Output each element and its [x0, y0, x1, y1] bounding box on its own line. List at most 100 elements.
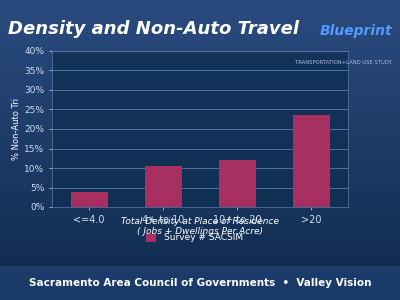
Bar — [0, 120, 400, 123]
Bar — [0, 72, 400, 75]
Bar — [0, 192, 400, 195]
Bar — [0, 93, 400, 96]
Bar — [0, 297, 400, 300]
Bar — [0, 138, 400, 141]
Text: ( Jobs + Dwellings Per Acre): ( Jobs + Dwellings Per Acre) — [137, 226, 263, 236]
Bar — [0, 246, 400, 249]
Bar — [0, 270, 400, 273]
Bar — [0, 201, 400, 204]
Bar — [0, 99, 400, 102]
Bar — [0, 261, 400, 264]
Bar — [0, 42, 400, 45]
Bar — [0, 45, 400, 48]
Bar — [0, 240, 400, 243]
Bar — [0, 18, 400, 21]
Bar — [0, 57, 400, 60]
Bar — [0, 267, 400, 270]
Bar — [0, 162, 400, 165]
Bar — [0, 231, 400, 234]
Text: Blueprint: Blueprint — [319, 24, 392, 38]
Bar — [0, 24, 400, 27]
Bar — [0, 252, 400, 255]
Bar — [0, 285, 400, 288]
Text: TRANSPORTATION+LAND USE STUDY: TRANSPORTATION+LAND USE STUDY — [295, 60, 392, 65]
Bar — [0, 294, 400, 297]
Text: Density and Non-Auto Travel: Density and Non-Auto Travel — [8, 20, 299, 38]
Bar — [0, 60, 400, 63]
Bar — [0, 282, 400, 285]
Bar — [0, 108, 400, 111]
Bar — [0, 255, 400, 258]
Bar — [0, 105, 400, 108]
Bar — [0, 36, 400, 39]
Bar — [0, 213, 400, 216]
Bar — [0, 69, 400, 72]
Bar — [0, 102, 400, 105]
Bar — [0, 186, 400, 189]
Text: Sacramento Area Council of Governments  •  Valley Vision: Sacramento Area Council of Governments •… — [29, 278, 371, 288]
Bar — [0, 249, 400, 252]
Bar — [0, 30, 400, 33]
Bar — [0, 204, 400, 207]
Bar — [0, 78, 400, 81]
Bar — [0, 228, 400, 231]
Bar — [0, 15, 400, 18]
Bar — [0, 39, 400, 42]
Bar — [0, 114, 400, 117]
Bar — [0, 288, 400, 291]
Bar — [0, 12, 400, 15]
Bar — [0, 279, 400, 282]
Bar — [0, 189, 400, 192]
Bar — [0, 159, 400, 162]
Bar — [0, 156, 400, 159]
Bar — [0, 258, 400, 261]
Bar — [0, 198, 400, 201]
Bar — [0, 66, 400, 69]
Bar — [218, 160, 256, 207]
Bar — [0, 150, 400, 153]
Bar — [0, 219, 400, 222]
Bar — [0, 168, 400, 171]
Bar — [0, 51, 400, 54]
Bar — [0, 27, 400, 30]
Bar — [0, 180, 400, 183]
Bar — [0, 165, 400, 168]
Bar — [0, 129, 400, 132]
Bar — [0, 207, 400, 210]
Text: Total Density at Place of Residence: Total Density at Place of Residence — [121, 218, 279, 226]
Bar — [0, 117, 400, 120]
Bar — [0, 210, 400, 213]
Bar — [144, 166, 182, 207]
Bar — [0, 6, 400, 9]
Bar — [0, 234, 400, 237]
Bar — [0, 54, 400, 57]
Bar — [0, 177, 400, 180]
Bar — [0, 174, 400, 177]
Bar — [0, 264, 400, 267]
Bar — [0, 291, 400, 294]
Bar — [0, 111, 400, 114]
Bar — [0, 225, 400, 228]
Bar — [0, 222, 400, 225]
Bar — [0, 243, 400, 246]
Bar — [0, 48, 400, 51]
Bar — [0, 21, 400, 24]
Bar — [70, 192, 108, 207]
Bar — [0, 33, 400, 36]
Bar — [0, 123, 400, 126]
Bar — [0, 87, 400, 90]
Bar — [0, 144, 400, 147]
Bar — [0, 96, 400, 99]
Bar — [0, 135, 400, 138]
Y-axis label: % Non-Auto Tri: % Non-Auto Tri — [12, 98, 22, 160]
Bar — [0, 84, 400, 87]
Bar — [0, 63, 400, 66]
Bar — [0, 276, 400, 279]
Bar — [0, 216, 400, 219]
Bar — [0, 147, 400, 150]
Bar — [0, 273, 400, 276]
Bar — [0, 195, 400, 198]
Bar — [0, 0, 400, 3]
Bar — [0, 171, 400, 174]
Bar — [0, 81, 400, 84]
